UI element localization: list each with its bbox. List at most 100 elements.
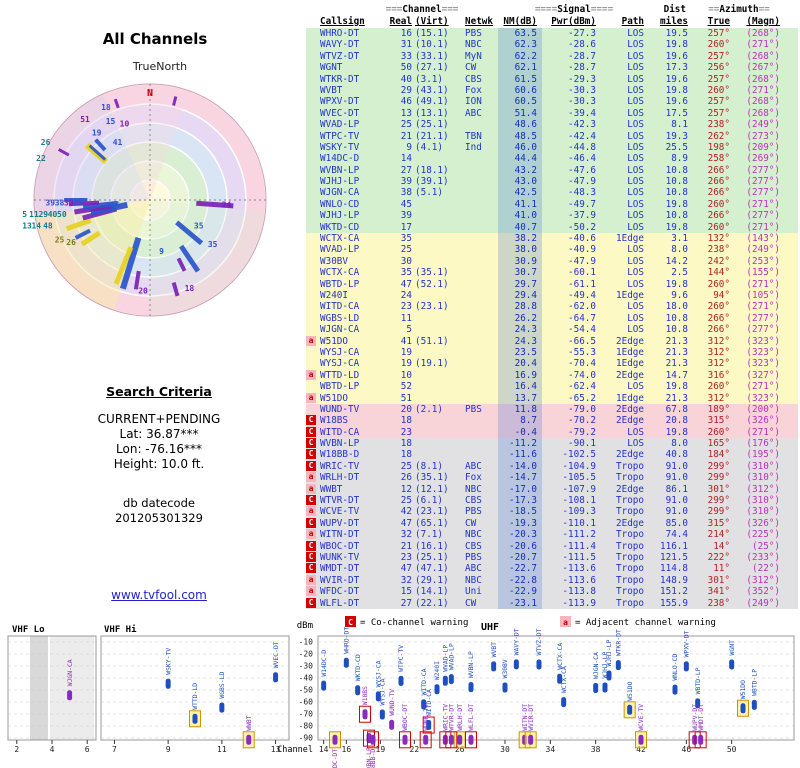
callsign-link[interactable]: W240I — [320, 289, 348, 301]
callsign-link[interactable]: WWBT — [320, 483, 343, 495]
table-cell: 19.5 — [665, 28, 688, 39]
callsign-link[interactable]: W14DC-D — [320, 153, 360, 165]
callsign-link[interactable]: WTKR-DT — [320, 73, 360, 85]
callsign-link[interactable]: WCVE-TV — [320, 506, 360, 518]
station-signal-bar — [615, 660, 621, 671]
table-cell: (310°) — [746, 460, 780, 472]
callsign-link[interactable]: WITD-CA — [320, 426, 360, 438]
callsign-link[interactable]: W30BV — [320, 255, 348, 267]
callsign-link[interactable]: WVAD-LP — [320, 119, 360, 131]
table-cell: LOS — [627, 244, 644, 256]
table-cell: LOS — [627, 28, 644, 39]
callsign-link[interactable]: WITD-CA — [320, 301, 360, 313]
table-cell: 21.3 — [665, 346, 688, 358]
callsign-link[interactable]: WVBT — [320, 84, 343, 96]
station-label: WVBN-LP — [467, 651, 475, 678]
callsign-link[interactable]: WBOC-DT — [320, 540, 360, 552]
callsign-link[interactable]: WYSJ-CA — [320, 358, 360, 370]
table-cell: (10.1) — [415, 39, 449, 51]
table-cell: (268°) — [746, 96, 780, 108]
callsign-link[interactable]: WJHJ-LP — [320, 210, 360, 222]
callsign-link[interactable]: WKTD-CD — [320, 221, 360, 233]
callsign-link[interactable]: WVBN-LP — [320, 164, 360, 176]
callsign-link[interactable]: WVIR-DT — [320, 574, 360, 586]
table-cell: 10.8 — [665, 312, 688, 324]
table-cell: -17.3 — [498, 495, 542, 507]
table-cell: 262° — [707, 130, 730, 142]
callsign-link[interactable]: WJGN-CA — [320, 187, 360, 199]
table-cell: 46.0 — [498, 141, 542, 154]
callsign-link[interactable]: WUPV-DT — [320, 517, 360, 529]
callsign-link[interactable]: WAVY-DT — [320, 39, 360, 51]
table-cell: NBC — [465, 39, 482, 51]
callsign-link[interactable]: WTPC-TV — [320, 130, 360, 142]
callsign-link[interactable]: W51DO — [320, 392, 348, 404]
x-tick-label: 9 — [166, 745, 171, 754]
table-cell: 8.9 — [671, 153, 688, 165]
table-cell: 222° — [707, 551, 730, 563]
table-cell: LOS — [627, 73, 644, 85]
table-cell: LOS — [627, 176, 644, 188]
callsign-link[interactable]: WJGN-CA — [320, 324, 360, 336]
callsign-link[interactable]: WVEC-DT — [320, 107, 360, 119]
tvfool-link[interactable]: www.tvfool.com — [111, 588, 207, 602]
callsign-link[interactable]: WTVZ-DT — [320, 50, 360, 62]
station-label: WTVR-DT — [448, 704, 456, 731]
table-cell: -22.9 — [498, 586, 542, 598]
callsign-link[interactable]: WTTD-LD — [320, 369, 360, 381]
callsign-link[interactable]: WCTX-CA — [320, 267, 360, 279]
callsign-link[interactable]: WVBN-LP — [320, 438, 360, 450]
callsign-link[interactable]: WVAD-LP — [320, 244, 360, 256]
callsign-link[interactable]: W51DO — [320, 335, 348, 347]
table-cell: (323°) — [746, 346, 780, 358]
table-cell: 43.0 — [498, 176, 542, 188]
x-tick-label: 38 — [591, 745, 601, 754]
table-cell: 238° — [707, 597, 730, 609]
callsign-link[interactable]: WBTD-LP — [320, 381, 360, 393]
table-cell: 2Edge — [616, 369, 644, 381]
callsign-link[interactable]: WBTD-LP — [320, 278, 360, 290]
callsign-link[interactable]: WJHJ-LP — [320, 176, 360, 188]
callsign-link[interactable]: WITN-DT — [320, 529, 360, 541]
station-signal-bar — [528, 734, 534, 745]
table-row: WJGN-CA 5 24.3 -54.4 LOS 10.8 266° (277°) — [306, 324, 798, 336]
callsign-link[interactable]: WRLH-DT — [320, 472, 360, 484]
table-cell — [460, 119, 498, 130]
callsign-link[interactable]: WFDC-DT — [320, 586, 360, 598]
station-label: WTTD-LD — [191, 683, 199, 710]
table-cell: (6.1) — [415, 495, 443, 507]
callsign-link[interactable]: WGNT — [320, 62, 343, 74]
callsign-link[interactable]: WTVR-DT — [320, 495, 360, 507]
x-tick-label: 16 — [342, 745, 352, 754]
table-row: WCTX-CA 35 (35.1) 30.7 -60.1 LOS 2.5 144° (155°) — [306, 267, 798, 279]
callsign-link[interactable]: WPXV-DT — [320, 96, 360, 108]
callsign-link[interactable]: WUND-TV — [320, 403, 360, 415]
radar-channel-label: 26 — [66, 238, 76, 247]
table-row: WVAD-LP 25 38.0 -40.9 LOS 8.0 238° (249°) — [306, 244, 798, 256]
callsign-link[interactable]: W18BB-D — [320, 449, 360, 461]
table-cell: -30.3 — [568, 84, 596, 96]
callsign-link[interactable]: WMDT-DT — [320, 563, 360, 575]
station-signal-bar — [698, 734, 704, 745]
table-cell: -47.9 — [568, 255, 596, 267]
station-signal-bar — [67, 690, 73, 701]
table-group-header: ===Channel=== ====Signal==== Dist ==Azimuth… — [306, 4, 798, 16]
callsign-link[interactable]: W18BS — [320, 415, 348, 427]
callsign-link[interactable]: WLFL-DT — [320, 597, 360, 609]
table-cell: (233°) — [746, 551, 780, 563]
callsign-link[interactable]: WSKY-TV — [320, 141, 360, 153]
callsign-link[interactable]: WRIC-TV — [320, 460, 360, 472]
callsign-link[interactable]: WUNK-TV — [320, 551, 360, 563]
table-cell: LOS — [627, 107, 644, 119]
table-cell: LOS — [627, 381, 644, 393]
radar-signal-bar — [80, 230, 101, 247]
callsign-link[interactable]: WNLO-CD — [320, 198, 360, 210]
callsign-link[interactable]: WHRO-DT — [320, 28, 360, 39]
table-cell: 10.8 — [665, 187, 688, 199]
table-cell: 67.8 — [665, 403, 688, 415]
table-cell: 1Edge — [616, 289, 644, 301]
callsign-link[interactable]: WYSJ-CA — [320, 346, 360, 358]
callsign-link[interactable]: WGBS-LD — [320, 312, 360, 324]
station-signal-bar — [389, 719, 395, 730]
callsign-link[interactable]: WCTX-CA — [320, 233, 360, 245]
